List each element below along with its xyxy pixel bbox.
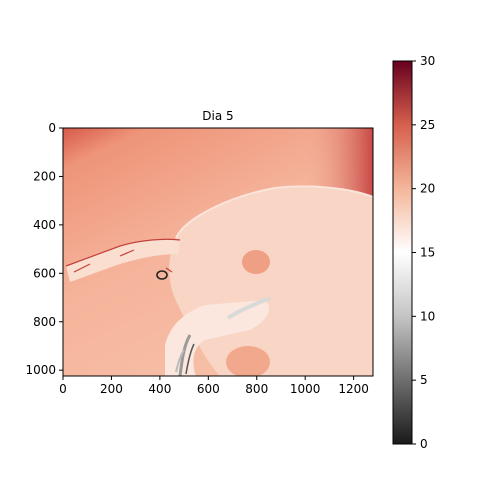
colorbar-tick-label: 30 bbox=[420, 54, 435, 68]
x-tick-label: 1000 bbox=[290, 382, 321, 396]
colorbar-tick-label: 10 bbox=[420, 309, 435, 323]
y-tick-label: 400 bbox=[33, 218, 56, 232]
colorbar-axis: 0 5 10 15 20 25 30 bbox=[412, 54, 435, 451]
y-tick-label: 800 bbox=[33, 315, 56, 329]
x-tick-label: 800 bbox=[245, 382, 268, 396]
x-tick-label: 0 bbox=[59, 382, 67, 396]
x-axis: 0 200 400 600 800 1000 1200 bbox=[59, 376, 369, 396]
chart-title: Dia 5 bbox=[202, 109, 233, 123]
colorbar-tick-label: 25 bbox=[420, 118, 435, 132]
colorbar-tick-label: 0 bbox=[420, 437, 428, 451]
y-tick-label: 1000 bbox=[25, 363, 56, 377]
colorbar-tick-label: 5 bbox=[420, 373, 428, 387]
y-tick-label: 200 bbox=[33, 169, 56, 183]
plot-frame bbox=[62, 127, 374, 377]
x-tick-label: 1200 bbox=[338, 382, 369, 396]
y-tick-label: 600 bbox=[33, 266, 56, 280]
colorbar-tick-label: 20 bbox=[420, 182, 435, 196]
y-tick-label: 0 bbox=[48, 121, 56, 135]
x-tick-label: 200 bbox=[100, 382, 123, 396]
colorbar-tick-label: 15 bbox=[420, 246, 435, 260]
heatmap-image bbox=[63, 128, 373, 376]
x-tick-label: 600 bbox=[197, 382, 220, 396]
y-axis: 0 200 400 600 800 1000 bbox=[25, 121, 63, 377]
x-tick-label: 400 bbox=[148, 382, 171, 396]
colorbar bbox=[392, 60, 413, 445]
